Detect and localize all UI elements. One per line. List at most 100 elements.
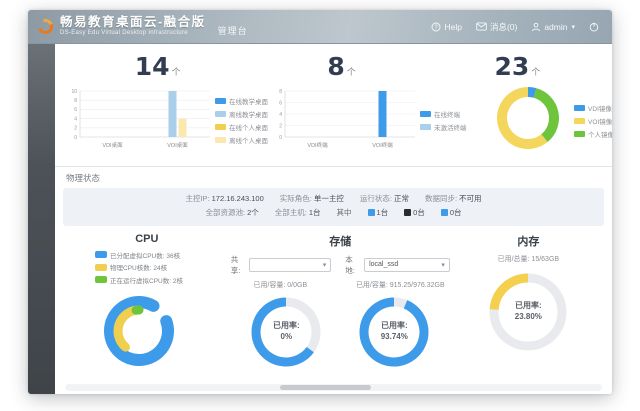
svg-text:10: 10: [71, 89, 77, 95]
terminal-usage-chart-cell: 0 2 4 6 8 VDI终端 VOI终端 在线终端 未激活终端: [268, 85, 467, 156]
resources-section: CPU 已分配虚拟CPU数: 36核 物理CPU核数: 24核 正在运行虚拟CPU数…: [63, 233, 604, 373]
info-item: 0台: [440, 206, 462, 220]
cpu-panel: CPU 已分配虚拟CPU数: 36核 物理CPU核数: 24核 正在运行虚拟CPU数…: [63, 233, 231, 373]
legend-label: 物理CPU核数: 24核: [110, 265, 168, 272]
brand-logo-icon: [35, 16, 56, 37]
chevron-down-icon: ▾: [322, 261, 327, 269]
svg-text:2: 2: [74, 126, 77, 132]
legend-label: 在线个人桌面: [229, 125, 268, 132]
legend-label: 未激活终端: [434, 125, 467, 132]
section-divider: [55, 166, 612, 167]
legend-item: 正在运行虚拟CPU数: 2核: [95, 275, 231, 285]
chevron-down-icon: ▾: [441, 261, 445, 269]
svg-text:VDI终端: VDI终端: [307, 141, 328, 149]
sidebar[interactable]: [28, 44, 55, 394]
legend-item: 在线教学桌面: [215, 96, 268, 106]
horizontal-scrollbar[interactable]: [65, 384, 602, 391]
svg-text:4: 4: [74, 116, 77, 122]
messages-label: 消息(0): [489, 21, 518, 32]
legend-label: 在线教学桌面: [229, 99, 268, 106]
user-label: admin: [544, 21, 568, 32]
desktop-usage-bar-chart: 0 2 4 6 8 10 VDI桌面 VOI桌面: [63, 85, 213, 156]
storage-local-label: 本地:: [345, 254, 355, 275]
legend-label: VDI镜像: [588, 105, 612, 113]
desktop-count-stat: 14 个: [63, 52, 252, 81]
info-item: 0台: [404, 206, 425, 220]
svg-text:8: 8: [279, 89, 282, 95]
svg-text:VDI桌面: VDI桌面: [102, 141, 123, 149]
message-icon: [476, 22, 487, 31]
console-label: 管理台: [217, 26, 248, 36]
storage-local-usage-donut: 已用率: 93.74%: [356, 294, 432, 370]
charts-row: 0 2 4 6 8 10 VDI桌面 VOI桌面 在线教学桌面 离线教学桌面 在线个人桌面 离线个人…: [63, 82, 612, 159]
physical-section-title: 物理状态: [66, 173, 101, 183]
image-distribution-donut-chart: [492, 82, 564, 159]
app-header: 畅易教育桌面云-融合版 DS-Easy Edu Virtual Desktop …: [28, 10, 612, 44]
desktop-usage-chart-cell: 0 2 4 6 8 10 VDI桌面 VOI桌面 在线教学桌面 离线教学桌面 在线个人桌面 离线个人…: [63, 85, 268, 156]
user-menu[interactable]: admin ▾: [531, 22, 575, 32]
legend-item: 物理CPU核数: 24核: [95, 262, 231, 272]
legend-swatch: [215, 124, 226, 130]
stat-value: 8: [327, 52, 345, 81]
legend-item: 离线教学桌面: [215, 109, 268, 119]
storage-shared-usage-donut: 已用率: 0%: [248, 294, 324, 370]
help-button[interactable]: ? Help: [431, 22, 462, 32]
svg-text:6: 6: [279, 100, 282, 106]
storage-panel: 存储 共享: ▾ 本地:: [231, 233, 450, 373]
storage-local-value: local_ssd: [369, 261, 399, 268]
storage-title: 存储: [329, 235, 352, 248]
header-nav: ? Help 消息(0) admin ▾: [431, 21, 602, 33]
info-item: 其中: [336, 208, 352, 218]
svg-text:?: ?: [435, 25, 439, 31]
stat-value: 23: [494, 52, 530, 81]
svg-text:4: 4: [279, 112, 282, 118]
legend-item: VDI镜像: [574, 103, 612, 113]
legend-label: 个人镜像: [588, 131, 612, 139]
legend-item: 在线终端: [420, 109, 467, 119]
host-status-swatch: [404, 209, 412, 217]
donut-center-label: 已用率: 23.80%: [514, 301, 542, 321]
info-item: 全部资源池: 2个: [205, 208, 259, 218]
storage-local-select[interactable]: local_ssd ▾: [364, 257, 450, 272]
info-item: 1台: [367, 206, 388, 220]
storage-shared-filter: 共享: ▾: [231, 254, 332, 276]
scrollbar-thumb[interactable]: [279, 385, 372, 390]
messages-button[interactable]: 消息(0): [476, 21, 517, 33]
image-distribution-legend: VDI镜像 VOI镜像 个人镜像: [574, 103, 612, 139]
stat-unit: 个: [346, 67, 356, 77]
stat-value: 14: [134, 52, 170, 81]
app-title: 畅易教育桌面云-融合版: [60, 15, 206, 30]
donut-center-label: 已用率: 0%: [272, 321, 300, 341]
storage-shared-select[interactable]: ▾: [249, 257, 332, 272]
svg-text:VOI终端: VOI终端: [372, 141, 393, 149]
storage-shared-label: 共享:: [230, 254, 241, 275]
svg-text:8: 8: [74, 98, 77, 104]
host-status-swatch: [367, 209, 375, 217]
svg-text:2: 2: [279, 123, 282, 129]
host-status-swatch: [440, 209, 448, 217]
legend-item: 已分配虚拟CPU数: 36核: [95, 250, 231, 260]
storage-controls: 共享: ▾ 本地: local_ssd ▾: [231, 254, 450, 276]
legend-swatch: [574, 130, 586, 137]
info-item: 数据同步: 不可用: [424, 194, 482, 203]
storage-shared-usage-caption: 已用/容量: 0/0GB: [253, 281, 308, 289]
app-window: 畅易教育桌面云-融合版 DS-Easy Edu Virtual Desktop …: [28, 10, 612, 394]
memory-usage-donut: 已用率: 23.80%: [486, 270, 570, 354]
svg-text:VOI桌面: VOI桌面: [167, 141, 188, 149]
legend-swatch: [574, 104, 586, 111]
image-count-stat: 23 个: [431, 52, 604, 81]
info-item: 全部主机: 1台: [274, 208, 321, 218]
image-distribution-chart-cell: VDI镜像 VOI镜像 个人镜像: [467, 82, 612, 159]
logout-icon: [589, 22, 599, 32]
logout-button[interactable]: [589, 22, 602, 32]
legend-swatch: [215, 111, 226, 117]
brand: 畅易教育桌面云-融合版 DS-Easy Edu Virtual Desktop …: [60, 15, 206, 37]
cluster-info-bar: 主控IP: 172.16.243.100 实际角色: 单一主控 运行状态: 正常 数据同步:…: [63, 188, 604, 226]
memory-usage-caption: 已用/总量: 15/63GB: [497, 255, 560, 263]
stat-unit: 个: [531, 67, 541, 77]
legend-item: 未激活终端: [420, 122, 467, 132]
legend-item: 个人镜像: [574, 129, 612, 139]
